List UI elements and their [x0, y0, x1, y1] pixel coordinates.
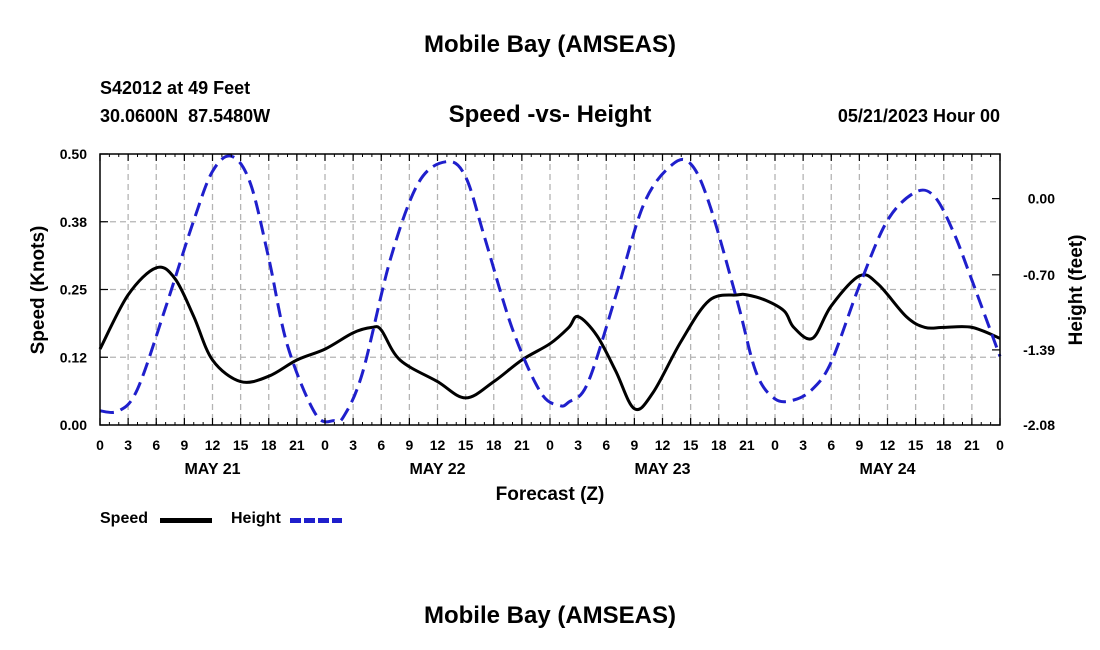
- x-tick-label: 6: [827, 437, 835, 453]
- day-label: MAY 23: [634, 461, 690, 478]
- legend-height-label: Height: [231, 510, 281, 527]
- x-tick-label: 12: [205, 437, 221, 453]
- x-tick-label: 15: [233, 437, 249, 453]
- grid-lines: [100, 154, 1000, 425]
- series-lines: [98, 154, 1002, 424]
- x-tick-label: 18: [711, 437, 727, 453]
- x-tick-label: 3: [799, 437, 807, 453]
- x-tick-label: 12: [430, 437, 446, 453]
- x-tick-label: 15: [458, 437, 474, 453]
- y-right-tick-label: -2.08: [1023, 417, 1055, 433]
- x-tick-label: 21: [739, 437, 755, 453]
- y-right-tick-label: 0.00: [1028, 191, 1055, 207]
- x-tick-label: 18: [936, 437, 952, 453]
- y-left-tick-label: 0.00: [60, 417, 87, 433]
- x-tick-label: 18: [486, 437, 502, 453]
- axis-labels: 0 3 6 9 12 15 18 21 0 3 6 9 12 15 18 21 0 3 6 9 12 15 18 21 0 3 6 9…: [60, 146, 1055, 478]
- y-left-tick-label: 0.12: [60, 349, 87, 365]
- x-tick-label: 18: [261, 437, 277, 453]
- x-tick-label: 15: [908, 437, 924, 453]
- series-line-speed: [98, 265, 1001, 412]
- x-tick-label: 21: [289, 437, 305, 453]
- series-line-height: [99, 154, 1002, 424]
- x-tick-label: 6: [602, 437, 610, 453]
- legend-speed-label: Speed: [100, 510, 149, 527]
- right-axis-title: Height (feet): [1066, 235, 1087, 346]
- x-tick-label: 12: [655, 437, 671, 453]
- x-tick-label: 6: [152, 437, 160, 453]
- axis-ticks: [99, 153, 1001, 426]
- x-tick-label: 0: [546, 437, 554, 453]
- x-tick-label: 0: [96, 437, 104, 453]
- chart-title: Speed -vs- Height: [448, 101, 652, 128]
- x-tick-label: 9: [855, 437, 863, 453]
- coordinates-label: 30.0600N 87.5480W: [100, 106, 271, 126]
- x-tick-label: 9: [405, 437, 413, 453]
- y-left-tick-label: 0.25: [60, 282, 87, 298]
- x-tick-label: 15: [683, 437, 699, 453]
- legend-speed-swatch: [160, 518, 212, 523]
- page-title: Mobile Bay (AMSEAS): [423, 31, 677, 58]
- y-right-tick-label: -0.70: [1023, 267, 1055, 283]
- x-tick-label: 9: [630, 437, 638, 453]
- x-tick-label: 21: [514, 437, 530, 453]
- day-label: MAY 24: [859, 461, 915, 478]
- x-tick-label: 9: [180, 437, 188, 453]
- x-tick-label: 12: [880, 437, 896, 453]
- station-label: S42012 at 49 Feet: [100, 78, 251, 98]
- x-tick-label: 3: [124, 437, 132, 453]
- x-tick-label: 6: [377, 437, 385, 453]
- x-tick-label: 0: [996, 437, 1004, 453]
- x-tick-label: 3: [349, 437, 357, 453]
- x-tick-label: 0: [771, 437, 779, 453]
- day-label: MAY 21: [184, 461, 240, 478]
- left-axis-title: Speed (Knots): [28, 226, 49, 355]
- y-left-tick-label: 0.38: [60, 214, 87, 230]
- x-tick-label: 3: [574, 437, 582, 453]
- x-tick-label: 21: [964, 437, 980, 453]
- legend-height-swatch: [290, 518, 342, 523]
- y-left-tick-label: 0.50: [60, 146, 87, 162]
- footer-title: Mobile Bay (AMSEAS): [423, 602, 677, 629]
- x-axis-title: Forecast (Z): [496, 484, 605, 505]
- x-tick-label: 0: [321, 437, 329, 453]
- day-label: MAY 22: [409, 461, 465, 478]
- y-right-tick-label: -1.39: [1023, 342, 1055, 358]
- forecast-datetime: 05/21/2023 Hour 00: [837, 106, 1000, 126]
